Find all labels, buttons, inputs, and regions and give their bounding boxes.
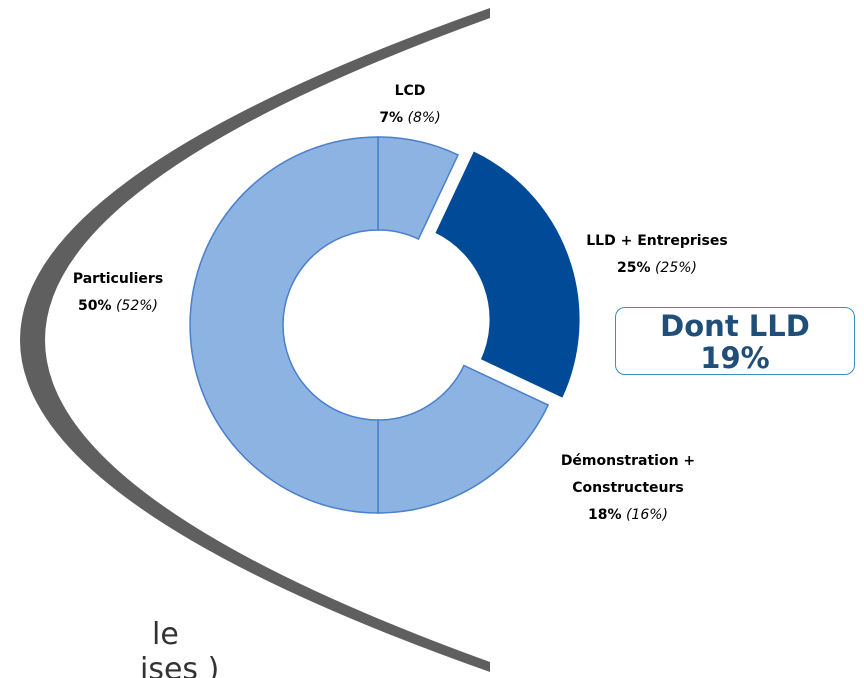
- text-fragment: le: [152, 617, 179, 652]
- value-label: 50%: [77, 298, 112, 314]
- value-label: 25%: [616, 260, 651, 276]
- donut-slice: [377, 364, 550, 514]
- slice-label: LCD 7% (8%): [300, 78, 520, 132]
- slice-label: LLD + Entreprises 25% (25%): [547, 228, 767, 282]
- category-label: LLD + Entreprises: [586, 233, 728, 249]
- comparison-label: (16%): [625, 507, 668, 523]
- callout-title: Dont LLD: [660, 309, 810, 343]
- callout-value: 19%: [700, 341, 770, 375]
- donut-slice: [431, 147, 583, 402]
- comparison-label: (25%): [654, 260, 697, 276]
- value-label: 7%: [379, 110, 404, 126]
- donut-slice: [189, 136, 379, 514]
- donut-slice: [377, 136, 460, 241]
- category-label: Particuliers: [72, 271, 164, 287]
- decorative-arc: [20, 8, 490, 672]
- slice-label: Particuliers 50% (52%): [8, 266, 228, 320]
- value-label: 18%: [587, 507, 622, 523]
- callout: Dont LLD 19%: [615, 307, 855, 375]
- category-label: LCD: [394, 83, 426, 99]
- slice-label: Démonstration + Constructeurs 18% (16%): [553, 448, 703, 529]
- comparison-label: (8%): [407, 110, 441, 126]
- text-fragment: ises ): [140, 652, 220, 678]
- comparison-label: (52%): [115, 298, 158, 314]
- category-label: Démonstration + Constructeurs: [560, 453, 696, 496]
